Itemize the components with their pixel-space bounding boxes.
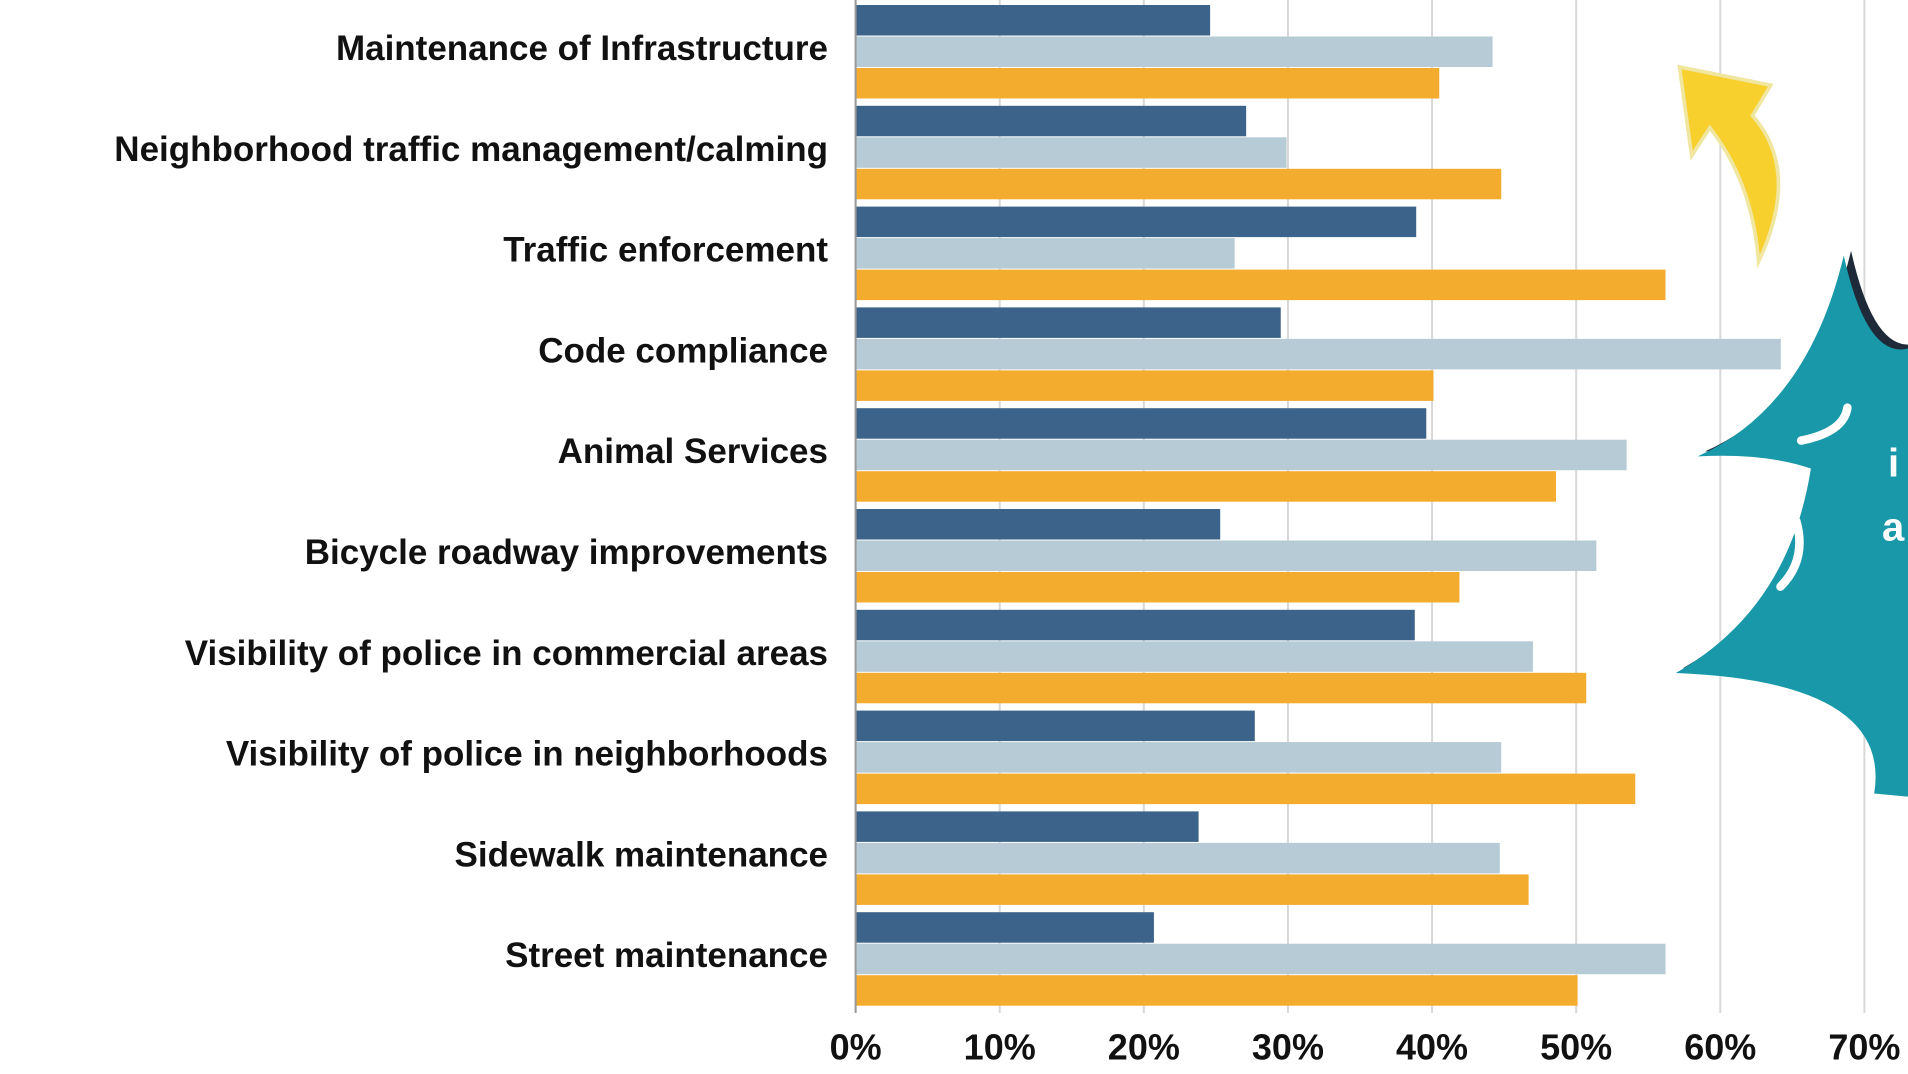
- bar: [856, 843, 1500, 874]
- bar: [856, 641, 1533, 672]
- bar: [856, 912, 1154, 943]
- bar: [856, 509, 1221, 540]
- bar: [856, 944, 1666, 975]
- arrow: [1679, 67, 1778, 262]
- y-tick-label: Animal Services: [558, 432, 828, 471]
- bar: [856, 5, 1211, 36]
- bar: [856, 37, 1493, 68]
- bar: [856, 68, 1440, 99]
- y-tick-label: Visibility of police in commercial areas: [185, 634, 828, 673]
- bar: [856, 440, 1627, 471]
- bar: [856, 673, 1587, 704]
- bar: [856, 874, 1529, 905]
- bar: [856, 811, 1199, 842]
- bar: [856, 106, 1247, 137]
- x-tick-label: 10%: [964, 1027, 1036, 1068]
- bar: [856, 307, 1281, 338]
- chart: 0% 10% 20% 30% 40% 50% 60% 70% Maintenance of In…: [0, 0, 1908, 1074]
- x-tick-label: 0%: [830, 1027, 882, 1068]
- y-tick-label: Sidewalk maintenance: [455, 835, 828, 874]
- starburst: [1676, 256, 1908, 798]
- y-tick-label: Bicycle roadway improvements: [305, 533, 828, 572]
- x-tick-label: 70%: [1828, 1027, 1900, 1068]
- bar: [856, 572, 1460, 603]
- bar: [856, 339, 1781, 370]
- x-tick-label: 30%: [1252, 1027, 1324, 1068]
- y-tick-label: Neighborhood traffic management/calming: [114, 130, 828, 169]
- y-tick-label: Visibility of police in neighborhoods: [226, 735, 828, 774]
- bars: [856, 5, 1781, 1006]
- bar: [856, 610, 1415, 641]
- decoration: [1676, 67, 1908, 797]
- bar: [856, 207, 1417, 238]
- bar: [856, 711, 1255, 742]
- y-tick-label: Code compliance: [538, 331, 828, 370]
- bar: [856, 169, 1502, 200]
- bar: [856, 975, 1578, 1006]
- bar: [856, 408, 1427, 439]
- x-tick-label: 40%: [1396, 1027, 1468, 1068]
- y-tick-label: Street maintenance: [505, 936, 828, 975]
- bar: [856, 137, 1287, 168]
- bar: [856, 742, 1502, 773]
- bar: [856, 238, 1235, 269]
- annotation: i: [1888, 442, 1899, 486]
- x-tick-label: 50%: [1540, 1027, 1612, 1068]
- bar: [856, 471, 1556, 502]
- x-tick-label: 60%: [1684, 1027, 1756, 1068]
- bar: [856, 370, 1434, 401]
- y-tick-label: Traffic enforcement: [503, 231, 828, 270]
- bar: [856, 541, 1597, 572]
- bar: [856, 774, 1636, 805]
- annotation: a: [1882, 506, 1905, 550]
- x-tick-label: 20%: [1108, 1027, 1180, 1068]
- bar: [856, 270, 1666, 301]
- y-tick-label: Maintenance of Infrastructure: [336, 29, 828, 68]
